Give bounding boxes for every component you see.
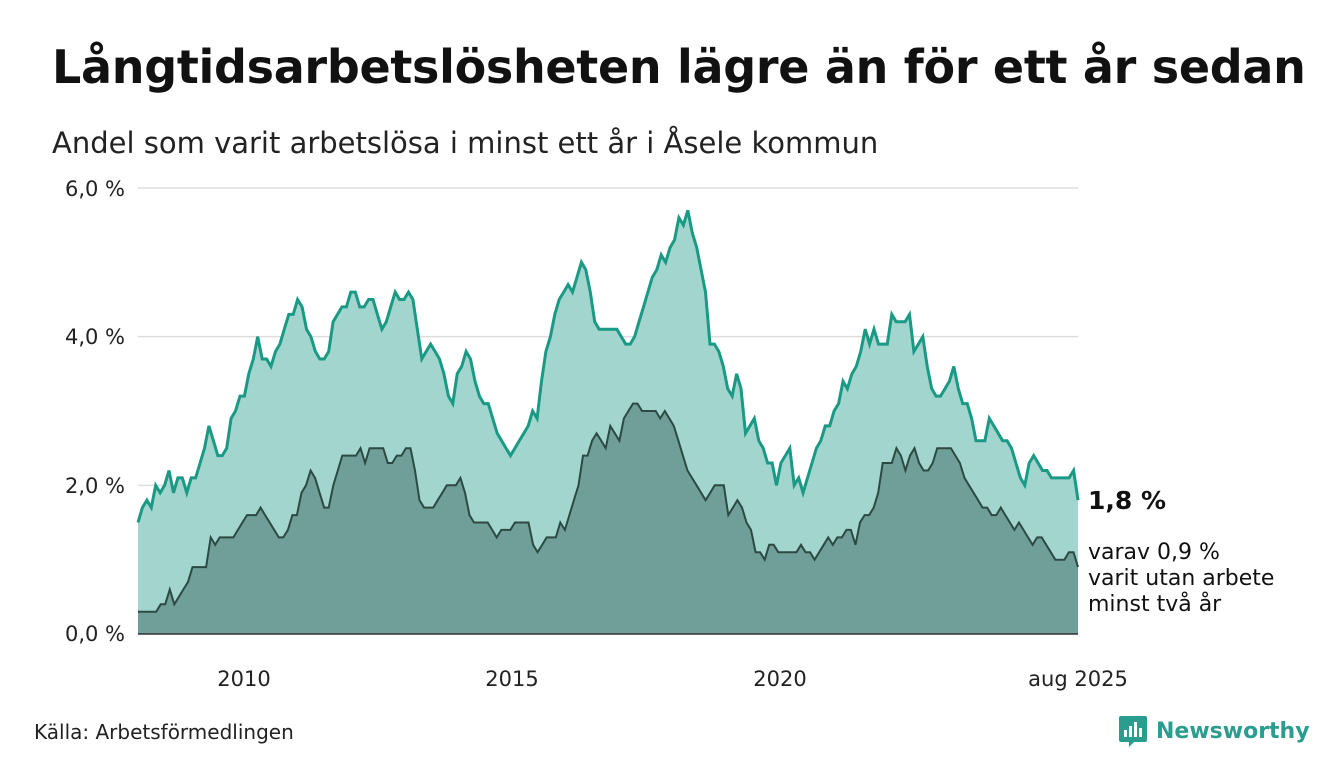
sub-end-label-line: varav 0,9 %: [1088, 540, 1220, 565]
newsworthy-logo-icon: [1119, 716, 1147, 747]
y-tick-label: 0,0 %: [65, 622, 125, 646]
area-chart: 0,0 % 2,0 % 4,0 % 6,0 % 2010 2015 2020 a…: [65, 177, 1274, 691]
main-end-label: 1,8 %: [1088, 486, 1166, 515]
sub-series-area: [138, 403, 1078, 634]
x-axis: 2010 2015 2020 aug 2025: [217, 667, 1128, 691]
chart-subtitle: Andel som varit arbetslösa i minst ett å…: [52, 126, 879, 160]
end-labels: 1,8 % varav 0,9 % varit utan arbete mins…: [1088, 486, 1274, 617]
sub-end-label-line: minst två år: [1088, 591, 1222, 617]
brand-name: Newsworthy: [1156, 718, 1310, 744]
y-tick-label: 2,0 %: [65, 474, 125, 498]
y-tick-label: 6,0 %: [65, 177, 125, 201]
x-tick-label: 2015: [485, 667, 538, 691]
chart-title: Långtidsarbetslösheten lägre än för ett …: [52, 40, 1306, 94]
x-tick-label: aug 2025: [1028, 667, 1128, 691]
x-tick-label: 2020: [753, 667, 806, 691]
main-series-line: [136, 209, 1080, 523]
brand-logo[interactable]: Newsworthy: [1118, 713, 1310, 749]
y-tick-label: 4,0 %: [65, 325, 125, 349]
y-axis: 0,0 % 2,0 % 4,0 % 6,0 %: [65, 177, 125, 646]
source-note: Källa: Arbetsförmedlingen: [34, 720, 294, 744]
x-tick-label: 2010: [217, 667, 270, 691]
sub-end-label-line: varit utan arbete: [1088, 566, 1274, 591]
sub-series-line: [138, 402, 1079, 613]
